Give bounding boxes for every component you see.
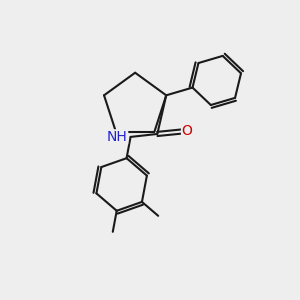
Text: O: O [182, 124, 193, 138]
Text: NH: NH [107, 130, 128, 144]
